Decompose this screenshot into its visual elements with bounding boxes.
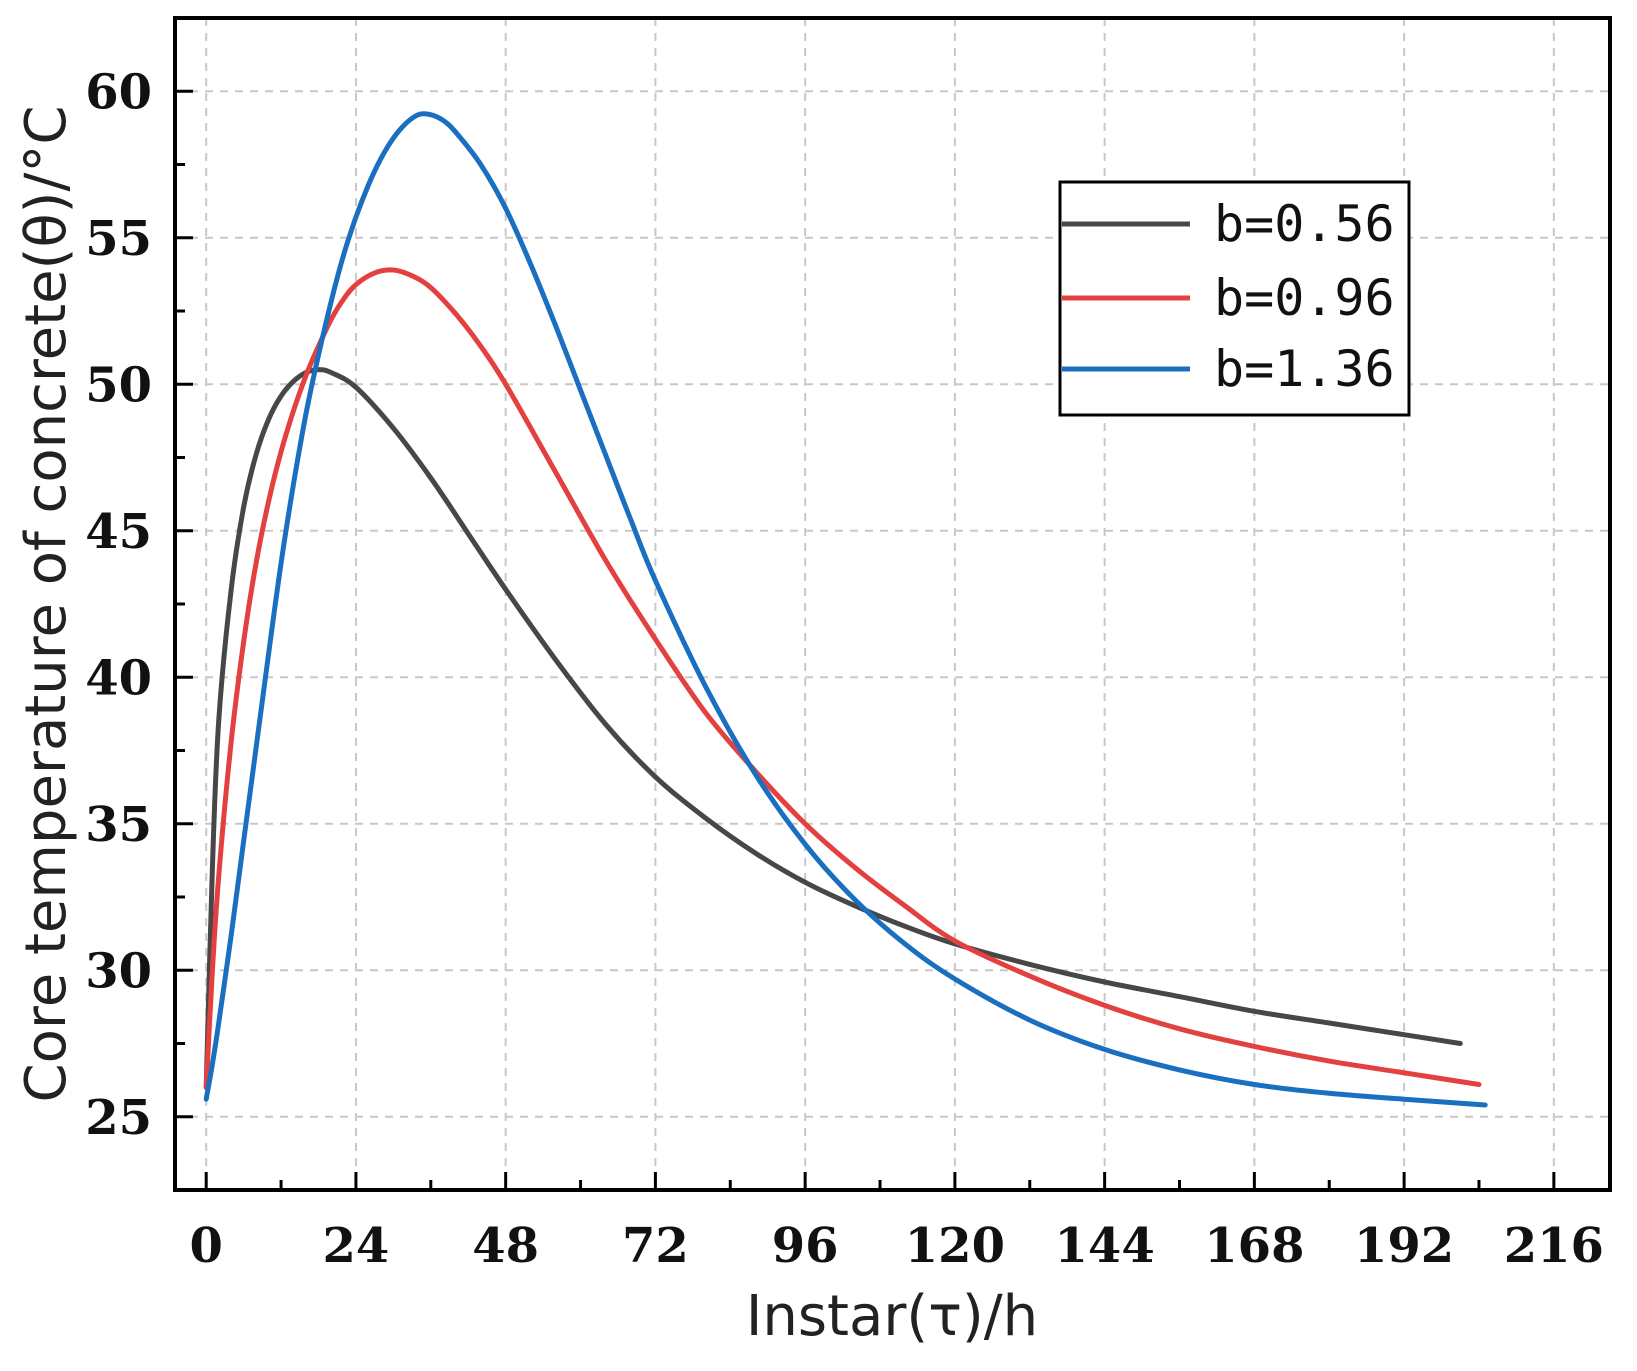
y-tick-label: 35 (85, 797, 152, 853)
y-axis-label: Core temperature of concrete(θ)/°C (14, 106, 79, 1103)
y-tick-label: 40 (85, 650, 152, 706)
x-tick-label: 0 (189, 1218, 222, 1274)
x-tick-label: 96 (772, 1218, 839, 1274)
legend: b=0.56 b=0.96 b=1.36 (1058, 180, 1411, 417)
series-line-2 (203, 267, 1482, 1090)
x-axis-label: Instar(τ)/h (746, 1284, 1038, 1349)
x-tick-label: 144 (1055, 1218, 1155, 1274)
x-tick-label: 120 (905, 1218, 1005, 1274)
x-tick-label: 72 (622, 1218, 689, 1274)
tick-labels: 0 24 48 72 96 120 144 168 192 216 25 30 35 40 45 50 55 60 (85, 64, 1604, 1274)
y-tick-label: 45 (85, 504, 152, 560)
legend-label-1: b=0.56 (1214, 195, 1395, 253)
y-tick-label: 25 (85, 1090, 152, 1146)
x-tick-label: 168 (1204, 1218, 1304, 1274)
series-line-3 (203, 111, 1488, 1108)
y-tick-label: 30 (85, 943, 152, 999)
series-line-1 (203, 367, 1463, 1090)
x-tick-label: 24 (323, 1218, 390, 1274)
x-tick-label: 192 (1354, 1218, 1454, 1274)
y-tick-label: 60 (85, 64, 152, 120)
axis-ticks (175, 89, 1556, 1190)
y-tick-label: 55 (85, 211, 152, 267)
series-lines (203, 111, 1488, 1108)
legend-label-2: b=0.96 (1214, 269, 1395, 327)
y-tick-label: 50 (85, 357, 152, 413)
legend-label-3: b=1.36 (1214, 340, 1395, 398)
x-tick-label: 216 (1504, 1218, 1604, 1274)
x-tick-label: 48 (472, 1218, 539, 1274)
